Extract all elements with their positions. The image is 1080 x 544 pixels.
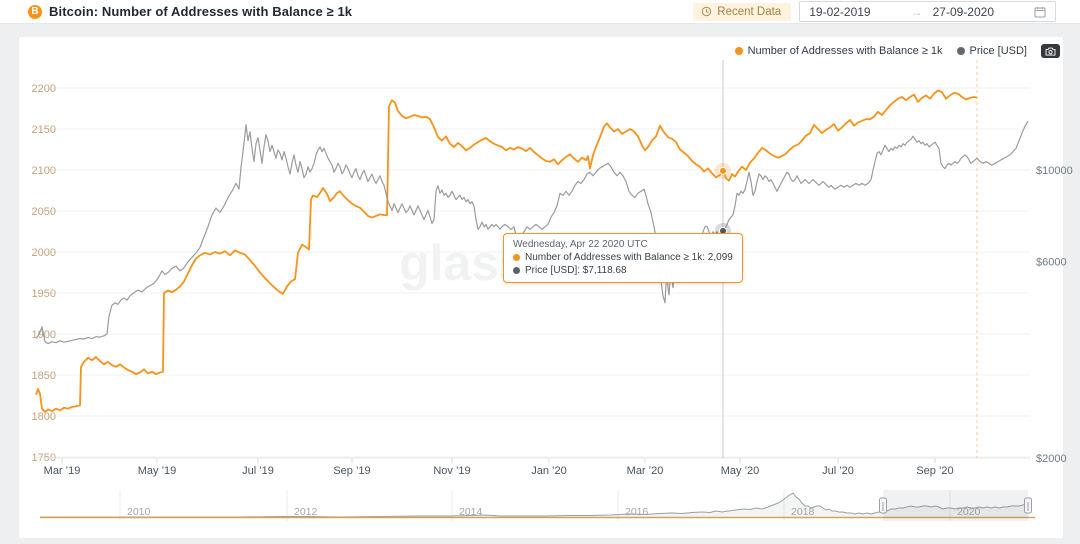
left-axis-tick-label: 1850 [32, 370, 56, 382]
right-axis-tick-label: $10000 [1036, 165, 1073, 177]
navigator-selected-range[interactable] [883, 490, 1028, 521]
screenshot-camera-button[interactable] [1041, 44, 1060, 58]
tooltip-row-price: Price [USD]: $7,118.68 [513, 264, 733, 277]
right-axis-tick-label: $6000 [1036, 256, 1067, 268]
chart-tooltip: Wednesday, Apr 22 2020 UTC Number of Add… [503, 233, 743, 283]
left-axis-tick-label: 2050 [32, 206, 56, 218]
clock-icon [702, 6, 712, 17]
header-controls: Recent Data 19-02-2019 → 27-09-2020 [693, 1, 1056, 22]
left-axis-tick-label: 2150 [32, 124, 56, 136]
recent-data-label: Recent Data [717, 5, 782, 18]
left-axis-tick-label: 2100 [32, 165, 56, 177]
x-axis-tick-label: Nov ’19 [433, 465, 470, 477]
navigator-year-label: 2010 [127, 506, 151, 518]
x-axis-tick-label: Jul ’20 [822, 465, 854, 477]
navigator-year-label: 2016 [625, 506, 649, 518]
left-axis-tick-label: 1800 [32, 411, 56, 423]
top-bar: B Bitcoin: Number of Addresses with Bala… [0, 0, 1080, 24]
navigator-year-label: 2020 [957, 506, 981, 518]
bitcoin-icon: B [28, 4, 42, 19]
right-axis-tick-label: $2000 [1036, 453, 1067, 465]
camera-icon [1045, 47, 1056, 56]
legend-label-addresses: Number of Addresses with Balance ≥ 1k [747, 45, 943, 57]
navigator-price-area [40, 493, 1030, 518]
legend-item-addresses[interactable]: Number of Addresses with Balance ≥ 1k [734, 45, 943, 57]
price-series-dot-icon [513, 267, 520, 274]
x-axis-tick-label: Jan ’20 [531, 465, 566, 477]
legend-item-price[interactable]: Price [USD] [956, 45, 1027, 57]
x-axis-tick-label: Sep ’20 [916, 465, 953, 477]
price-series-dot-icon [956, 47, 965, 55]
page-title: Bitcoin: Number of Addresses with Balanc… [49, 4, 353, 19]
left-axis-tick-label: 2200 [32, 83, 56, 95]
navigator-year-label: 2018 [791, 506, 815, 518]
calendar-icon [1034, 6, 1046, 17]
recent-data-badge[interactable]: Recent Data [693, 2, 792, 21]
price-series-line [35, 120, 1029, 345]
date-from-value[interactable]: 19-02-2019 [809, 4, 871, 19]
date-range-picker[interactable]: 19-02-2019 → 27-09-2020 [799, 1, 1056, 22]
x-axis-tick-label: Mar ’19 [44, 465, 81, 477]
chart-legend: Number of Addresses with Balance ≥ 1k Pr… [734, 44, 1060, 58]
navigator-price-spark [40, 492, 1031, 518]
x-axis-tick-label: May ’20 [721, 465, 760, 477]
addresses-series-dot-icon [734, 47, 743, 55]
chart-card [18, 36, 1064, 539]
addresses-series-dot-icon [513, 254, 520, 261]
tooltip-price-value: Price [USD]: $7,118.68 [525, 265, 627, 276]
x-axis-tick-label: May ’19 [138, 465, 177, 477]
addresses-series-line [35, 89, 978, 413]
left-axis-tick-label: 2000 [32, 247, 56, 259]
left-axis-tick-label: 1950 [32, 288, 56, 300]
title-group: B Bitcoin: Number of Addresses with Bala… [28, 4, 352, 19]
date-to-value[interactable]: 27-09-2020 [932, 4, 994, 19]
addresses-hover-marker [719, 166, 727, 175]
navigator-year-label: 2012 [294, 506, 318, 518]
x-axis-tick-label: Sep ’19 [333, 465, 370, 477]
tooltip-date: Wednesday, Apr 22 2020 UTC [513, 239, 648, 250]
tooltip-addresses-value: Number of Addresses with Balance ≥ 1k: 2… [525, 252, 733, 263]
tooltip-row-addresses: Number of Addresses with Balance ≥ 1k: 2… [513, 251, 733, 264]
legend-label-price: Price [USD] [969, 45, 1027, 57]
x-axis-tick-label: Mar ’20 [627, 465, 664, 477]
range-arrow-icon: → [910, 4, 923, 19]
x-axis-tick-label: Jul ’19 [242, 465, 274, 477]
